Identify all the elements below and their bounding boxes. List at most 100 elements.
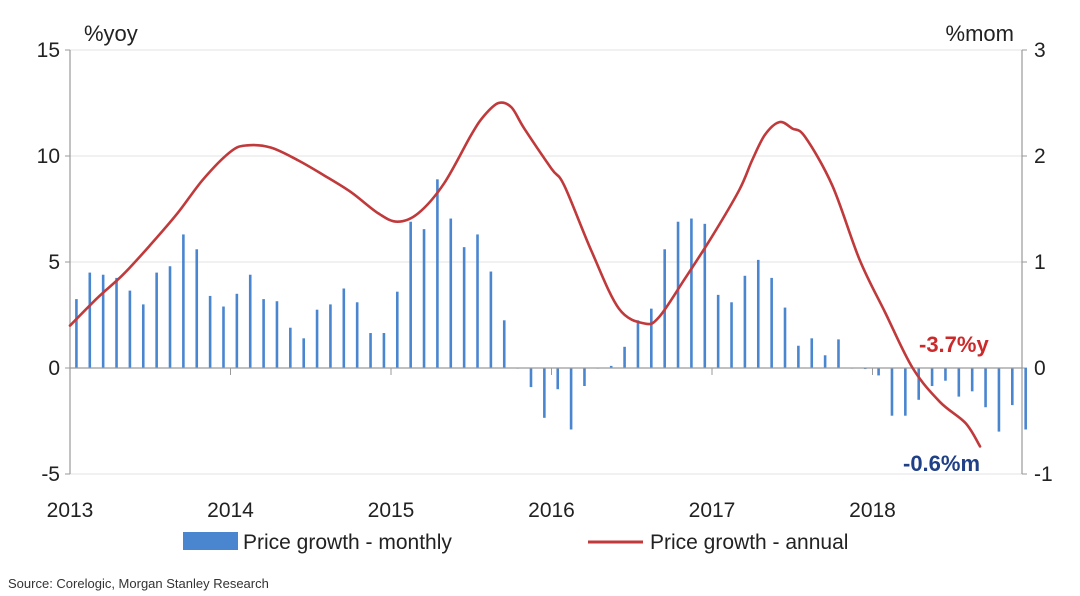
bar [743,275,747,368]
left-tick-label: 15 [37,39,60,62]
bar [75,299,78,368]
bar [208,295,212,368]
bar [609,365,613,368]
bar [128,290,132,368]
bar [623,346,626,368]
bar [957,368,961,397]
bar [756,259,760,368]
annual-line-path [68,101,982,448]
bar [141,304,145,368]
bar [1024,368,1027,430]
gridlines [70,49,1022,475]
bar [222,306,225,368]
bar [944,368,947,381]
bar [650,308,653,368]
legend: Price growth - monthly Price growth - an… [183,531,848,554]
bar [556,368,560,390]
bar [904,368,907,416]
bar [422,229,426,368]
bar [502,320,506,368]
bar [329,304,332,368]
bar [462,247,466,368]
bar [877,368,880,376]
bar [930,368,934,387]
bar [569,368,573,430]
bar [436,179,439,368]
bar [690,218,693,368]
bar [676,221,680,368]
bar [917,368,921,400]
bar [342,288,346,368]
bar [636,320,640,368]
left-tick-label: 0 [48,357,60,380]
bar [195,249,199,368]
bar [409,221,412,368]
x-tick-label: 2013 [47,499,94,522]
right-tick-label: -1 [1034,463,1053,486]
bar [382,333,386,368]
bar [837,339,840,368]
bar [1011,368,1014,406]
right-axis-unit: %mom [946,21,1014,46]
bar [302,338,305,368]
bar [543,368,546,418]
bar [275,301,279,368]
legend-label-monthly: Price growth - monthly [243,531,452,554]
legend-label-annual: Price growth - annual [650,531,848,554]
right-tick-label: 3 [1034,39,1046,62]
bar [489,271,493,368]
bar [315,309,319,368]
bar [770,277,773,368]
bar [703,223,707,368]
bar [730,302,733,368]
left-axis-unit: %yoy [84,21,138,46]
bar [984,368,987,408]
x-tick-label: 2016 [528,499,575,522]
bar [823,355,827,368]
bar [529,368,533,388]
left-tick-label: 5 [48,251,60,274]
bar [182,234,185,368]
bar [890,368,894,416]
bar [970,368,974,392]
source-note: Source: Corelogic, Morgan Stanley Resear… [8,576,269,591]
bar [997,368,1001,432]
right-tick-label: 1 [1034,251,1046,274]
bar [115,277,118,368]
bar [716,294,720,368]
bar [168,266,172,368]
left-tick-label: 10 [37,145,60,168]
bar [395,291,399,368]
bar [583,368,586,387]
bar [797,345,800,368]
bar [355,302,359,368]
plot-frame [65,49,1027,475]
annual-line [68,101,982,448]
bar [449,218,453,368]
right-tick-label: 2 [1034,145,1046,168]
bar [476,234,479,368]
right-axis-ticks: 3 2 1 0 -1 [1034,39,1053,486]
bar [155,272,158,368]
bar [262,299,265,368]
left-tick-label: -5 [41,463,60,486]
bar [235,293,239,368]
x-tick-label: 2014 [207,499,254,522]
bar [88,272,92,368]
annotation-monthly: -0.6%m [903,451,980,476]
zero-axis [70,367,1022,375]
right-tick-label: 0 [1034,357,1046,380]
x-axis-ticks: 2013 2014 2015 2016 2017 2018 [47,499,896,522]
bar [248,274,252,368]
bar [289,327,292,368]
bar [810,338,814,368]
legend-swatch-monthly [183,532,238,550]
x-tick-label: 2017 [689,499,736,522]
bar [783,307,787,368]
bar [101,274,105,368]
x-tick-label: 2015 [368,499,415,522]
x-tick-label: 2018 [849,499,896,522]
left-axis-ticks: 15 10 5 0 -5 [37,39,60,486]
bar [369,333,372,368]
